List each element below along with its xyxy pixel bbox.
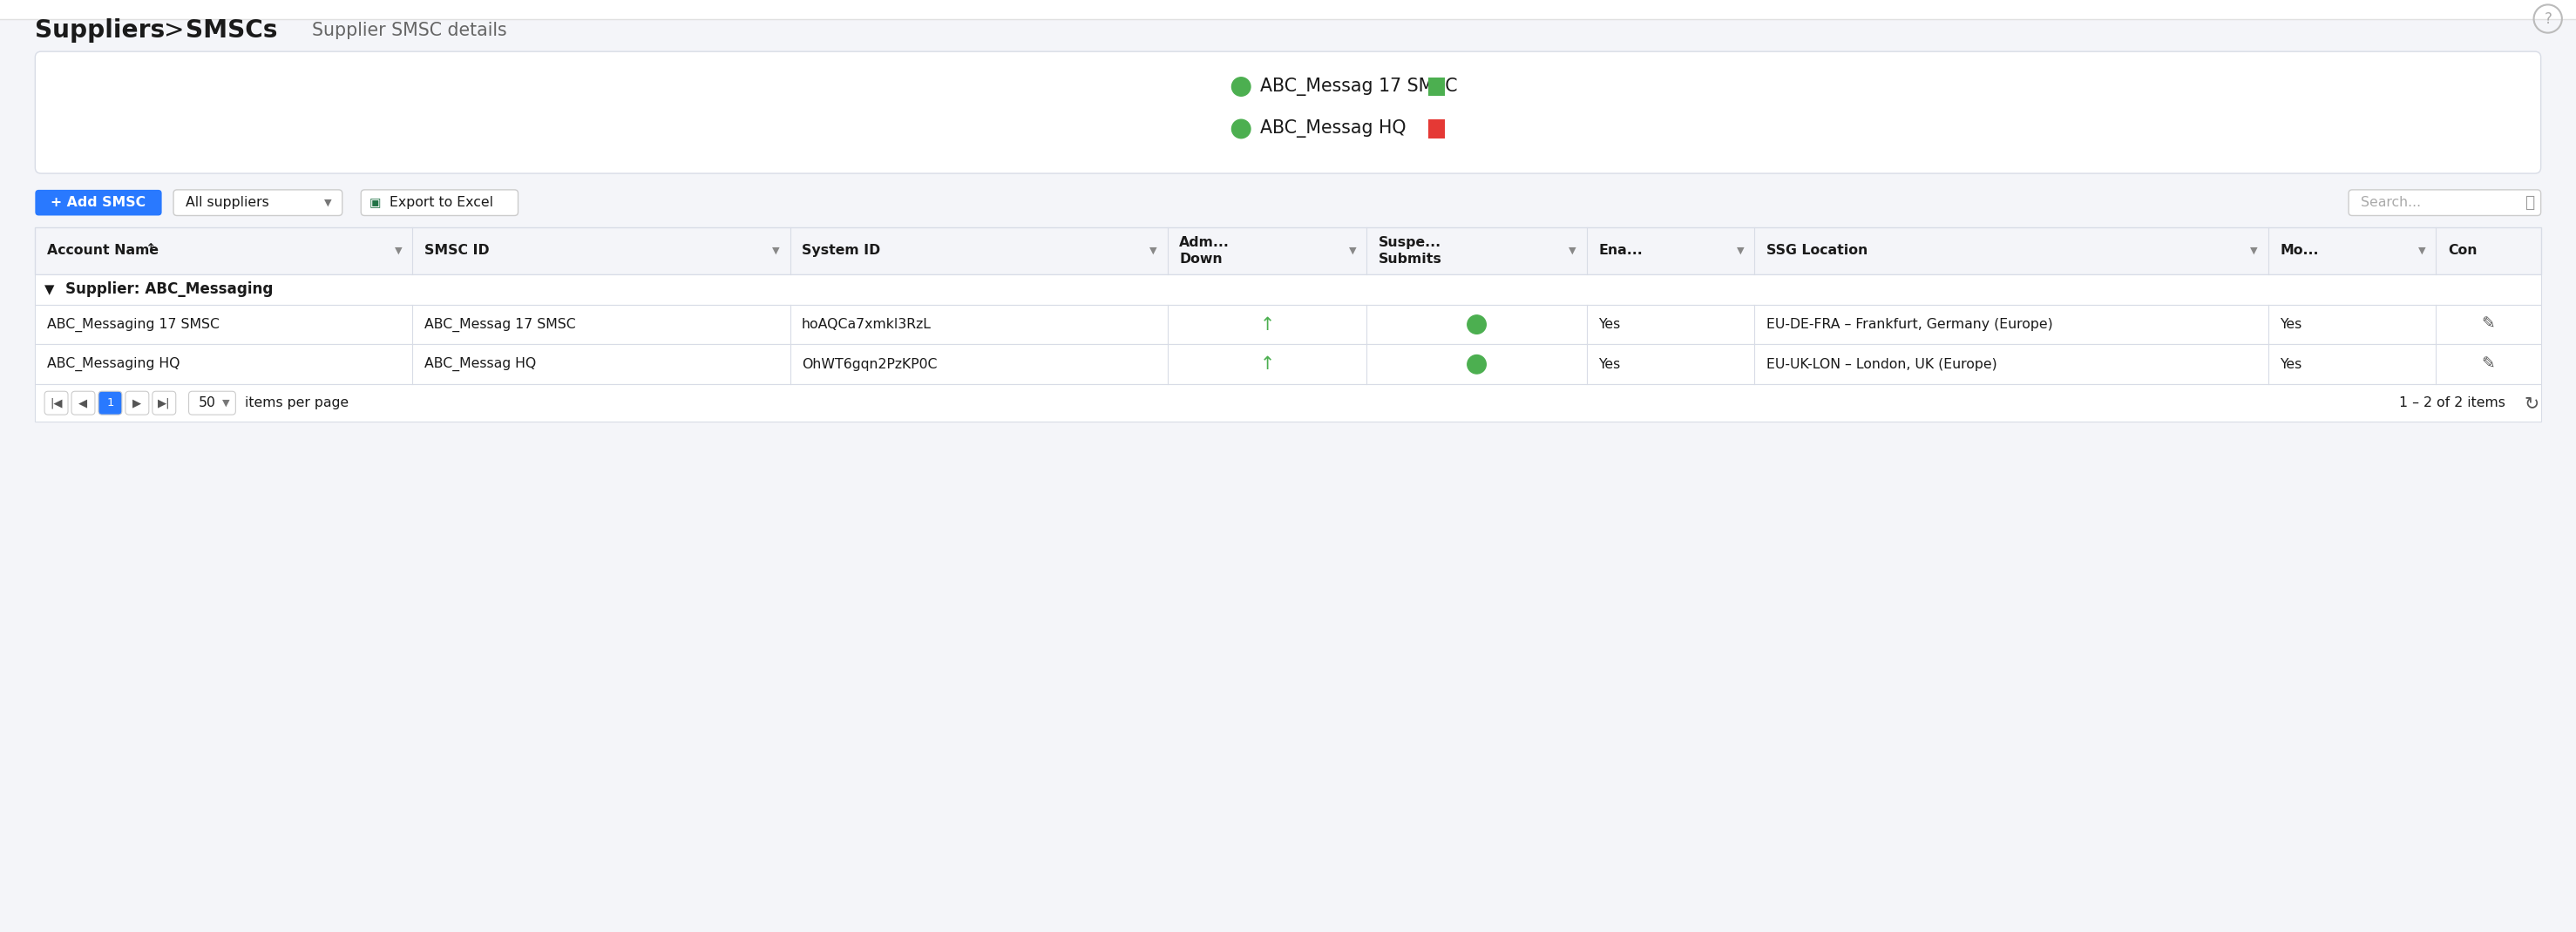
- Circle shape: [1468, 355, 1486, 374]
- Bar: [0, 183, 2576, 220]
- Text: ▶: ▶: [134, 397, 142, 408]
- Text: SMSCs: SMSCs: [185, 19, 278, 43]
- Text: 1 – 2 of 2 items: 1 – 2 of 2 items: [2398, 396, 2506, 409]
- Text: Adm...: Adm...: [1180, 236, 1229, 249]
- Bar: [0, 0, 2576, 19]
- Text: Submits: Submits: [1378, 253, 1443, 266]
- Text: System ID: System ID: [801, 244, 881, 257]
- Text: ✎: ✎: [2481, 316, 2496, 333]
- Text: Down: Down: [1180, 253, 1224, 266]
- Text: Search...: Search...: [2360, 196, 2421, 209]
- Text: ▼: ▼: [325, 199, 332, 207]
- Bar: [36, 227, 2540, 274]
- Text: ▼: ▼: [773, 246, 781, 255]
- FancyBboxPatch shape: [72, 391, 95, 415]
- Bar: [36, 305, 2540, 345]
- Text: ▼: ▼: [1350, 246, 1358, 255]
- Bar: [1430, 119, 1445, 138]
- Text: Yes: Yes: [1600, 358, 1620, 371]
- Text: OhWT6gqn2PzKP0C: OhWT6gqn2PzKP0C: [801, 358, 938, 371]
- Text: Export to Excel: Export to Excel: [389, 196, 492, 209]
- FancyBboxPatch shape: [188, 391, 234, 415]
- Text: ↑: ↑: [144, 241, 157, 254]
- FancyBboxPatch shape: [361, 190, 518, 215]
- Text: Yes: Yes: [1600, 318, 1620, 331]
- Text: SSG Location: SSG Location: [1767, 244, 1868, 257]
- Text: ABC_Messag HQ: ABC_Messag HQ: [1260, 119, 1406, 138]
- Bar: [36, 384, 2540, 422]
- Text: ABC_Messaging HQ: ABC_Messaging HQ: [46, 357, 180, 372]
- Text: ABC_Messag 17 SMSC: ABC_Messag 17 SMSC: [425, 318, 574, 332]
- Text: + Add SMSC: + Add SMSC: [52, 196, 147, 209]
- Bar: [36, 345, 2540, 384]
- Text: Account Name: Account Name: [46, 244, 160, 257]
- Text: >: >: [165, 19, 185, 43]
- Text: ?: ?: [2545, 11, 2553, 27]
- Text: Suspe...: Suspe...: [1378, 236, 1440, 249]
- Text: Mo...: Mo...: [2280, 244, 2318, 257]
- Text: Suppliers: Suppliers: [36, 19, 165, 43]
- Bar: [1430, 77, 1445, 96]
- Text: ▣: ▣: [368, 197, 381, 209]
- Text: Yes: Yes: [2280, 358, 2303, 371]
- FancyBboxPatch shape: [173, 190, 343, 215]
- Text: EU-DE-FRA – Frankfurt, Germany (Europe): EU-DE-FRA – Frankfurt, Germany (Europe): [1767, 318, 2053, 331]
- Text: |◀: |◀: [49, 397, 62, 408]
- Text: ABC_Messag HQ: ABC_Messag HQ: [425, 357, 536, 372]
- FancyBboxPatch shape: [152, 391, 175, 415]
- Text: All suppliers: All suppliers: [185, 196, 268, 209]
- Circle shape: [1468, 315, 1486, 334]
- Text: items per page: items per page: [245, 396, 348, 409]
- Text: EU-UK-LON – London, UK (Europe): EU-UK-LON – London, UK (Europe): [1767, 358, 1996, 371]
- Text: ↑: ↑: [1260, 316, 1275, 334]
- Circle shape: [1231, 119, 1249, 138]
- Text: ▼: ▼: [2251, 246, 2259, 255]
- Text: 50: 50: [198, 396, 216, 409]
- Text: 1: 1: [106, 397, 113, 408]
- FancyBboxPatch shape: [2349, 190, 2540, 215]
- Text: Yes: Yes: [2280, 318, 2303, 331]
- Text: ▼: ▼: [1569, 246, 1577, 255]
- Text: ▼: ▼: [1149, 246, 1157, 255]
- FancyBboxPatch shape: [36, 51, 2540, 173]
- FancyBboxPatch shape: [44, 391, 67, 415]
- Text: ▼: ▼: [394, 246, 402, 255]
- FancyBboxPatch shape: [126, 391, 149, 415]
- FancyBboxPatch shape: [98, 391, 121, 415]
- Bar: [36, 274, 2540, 305]
- Text: ✎: ✎: [2481, 356, 2496, 373]
- Text: hoAQCa7xmkl3RzL: hoAQCa7xmkl3RzL: [801, 318, 933, 331]
- Text: ▶|: ▶|: [157, 397, 170, 408]
- Circle shape: [1231, 77, 1249, 96]
- Text: ↑: ↑: [1260, 356, 1275, 373]
- Text: ◀: ◀: [80, 397, 88, 408]
- Text: ↻: ↻: [2524, 394, 2540, 412]
- Text: ▼: ▼: [1736, 246, 1744, 255]
- Text: ▼: ▼: [222, 399, 229, 407]
- Text: ▼: ▼: [44, 282, 54, 295]
- Text: SMSC ID: SMSC ID: [425, 244, 489, 257]
- Text: Supplier SMSC details: Supplier SMSC details: [312, 21, 507, 39]
- Text: ABC_Messag 17 SMSC: ABC_Messag 17 SMSC: [1260, 77, 1458, 96]
- Text: ABC_Messaging 17 SMSC: ABC_Messaging 17 SMSC: [46, 318, 219, 332]
- Text: Supplier: ABC_Messaging: Supplier: ABC_Messaging: [64, 281, 273, 297]
- Text: ▼: ▼: [2419, 246, 2427, 255]
- FancyBboxPatch shape: [36, 190, 162, 215]
- Text: Ena...: Ena...: [1600, 244, 1643, 257]
- Text: Con: Con: [2447, 244, 2478, 257]
- Text: ⌕: ⌕: [2524, 195, 2535, 211]
